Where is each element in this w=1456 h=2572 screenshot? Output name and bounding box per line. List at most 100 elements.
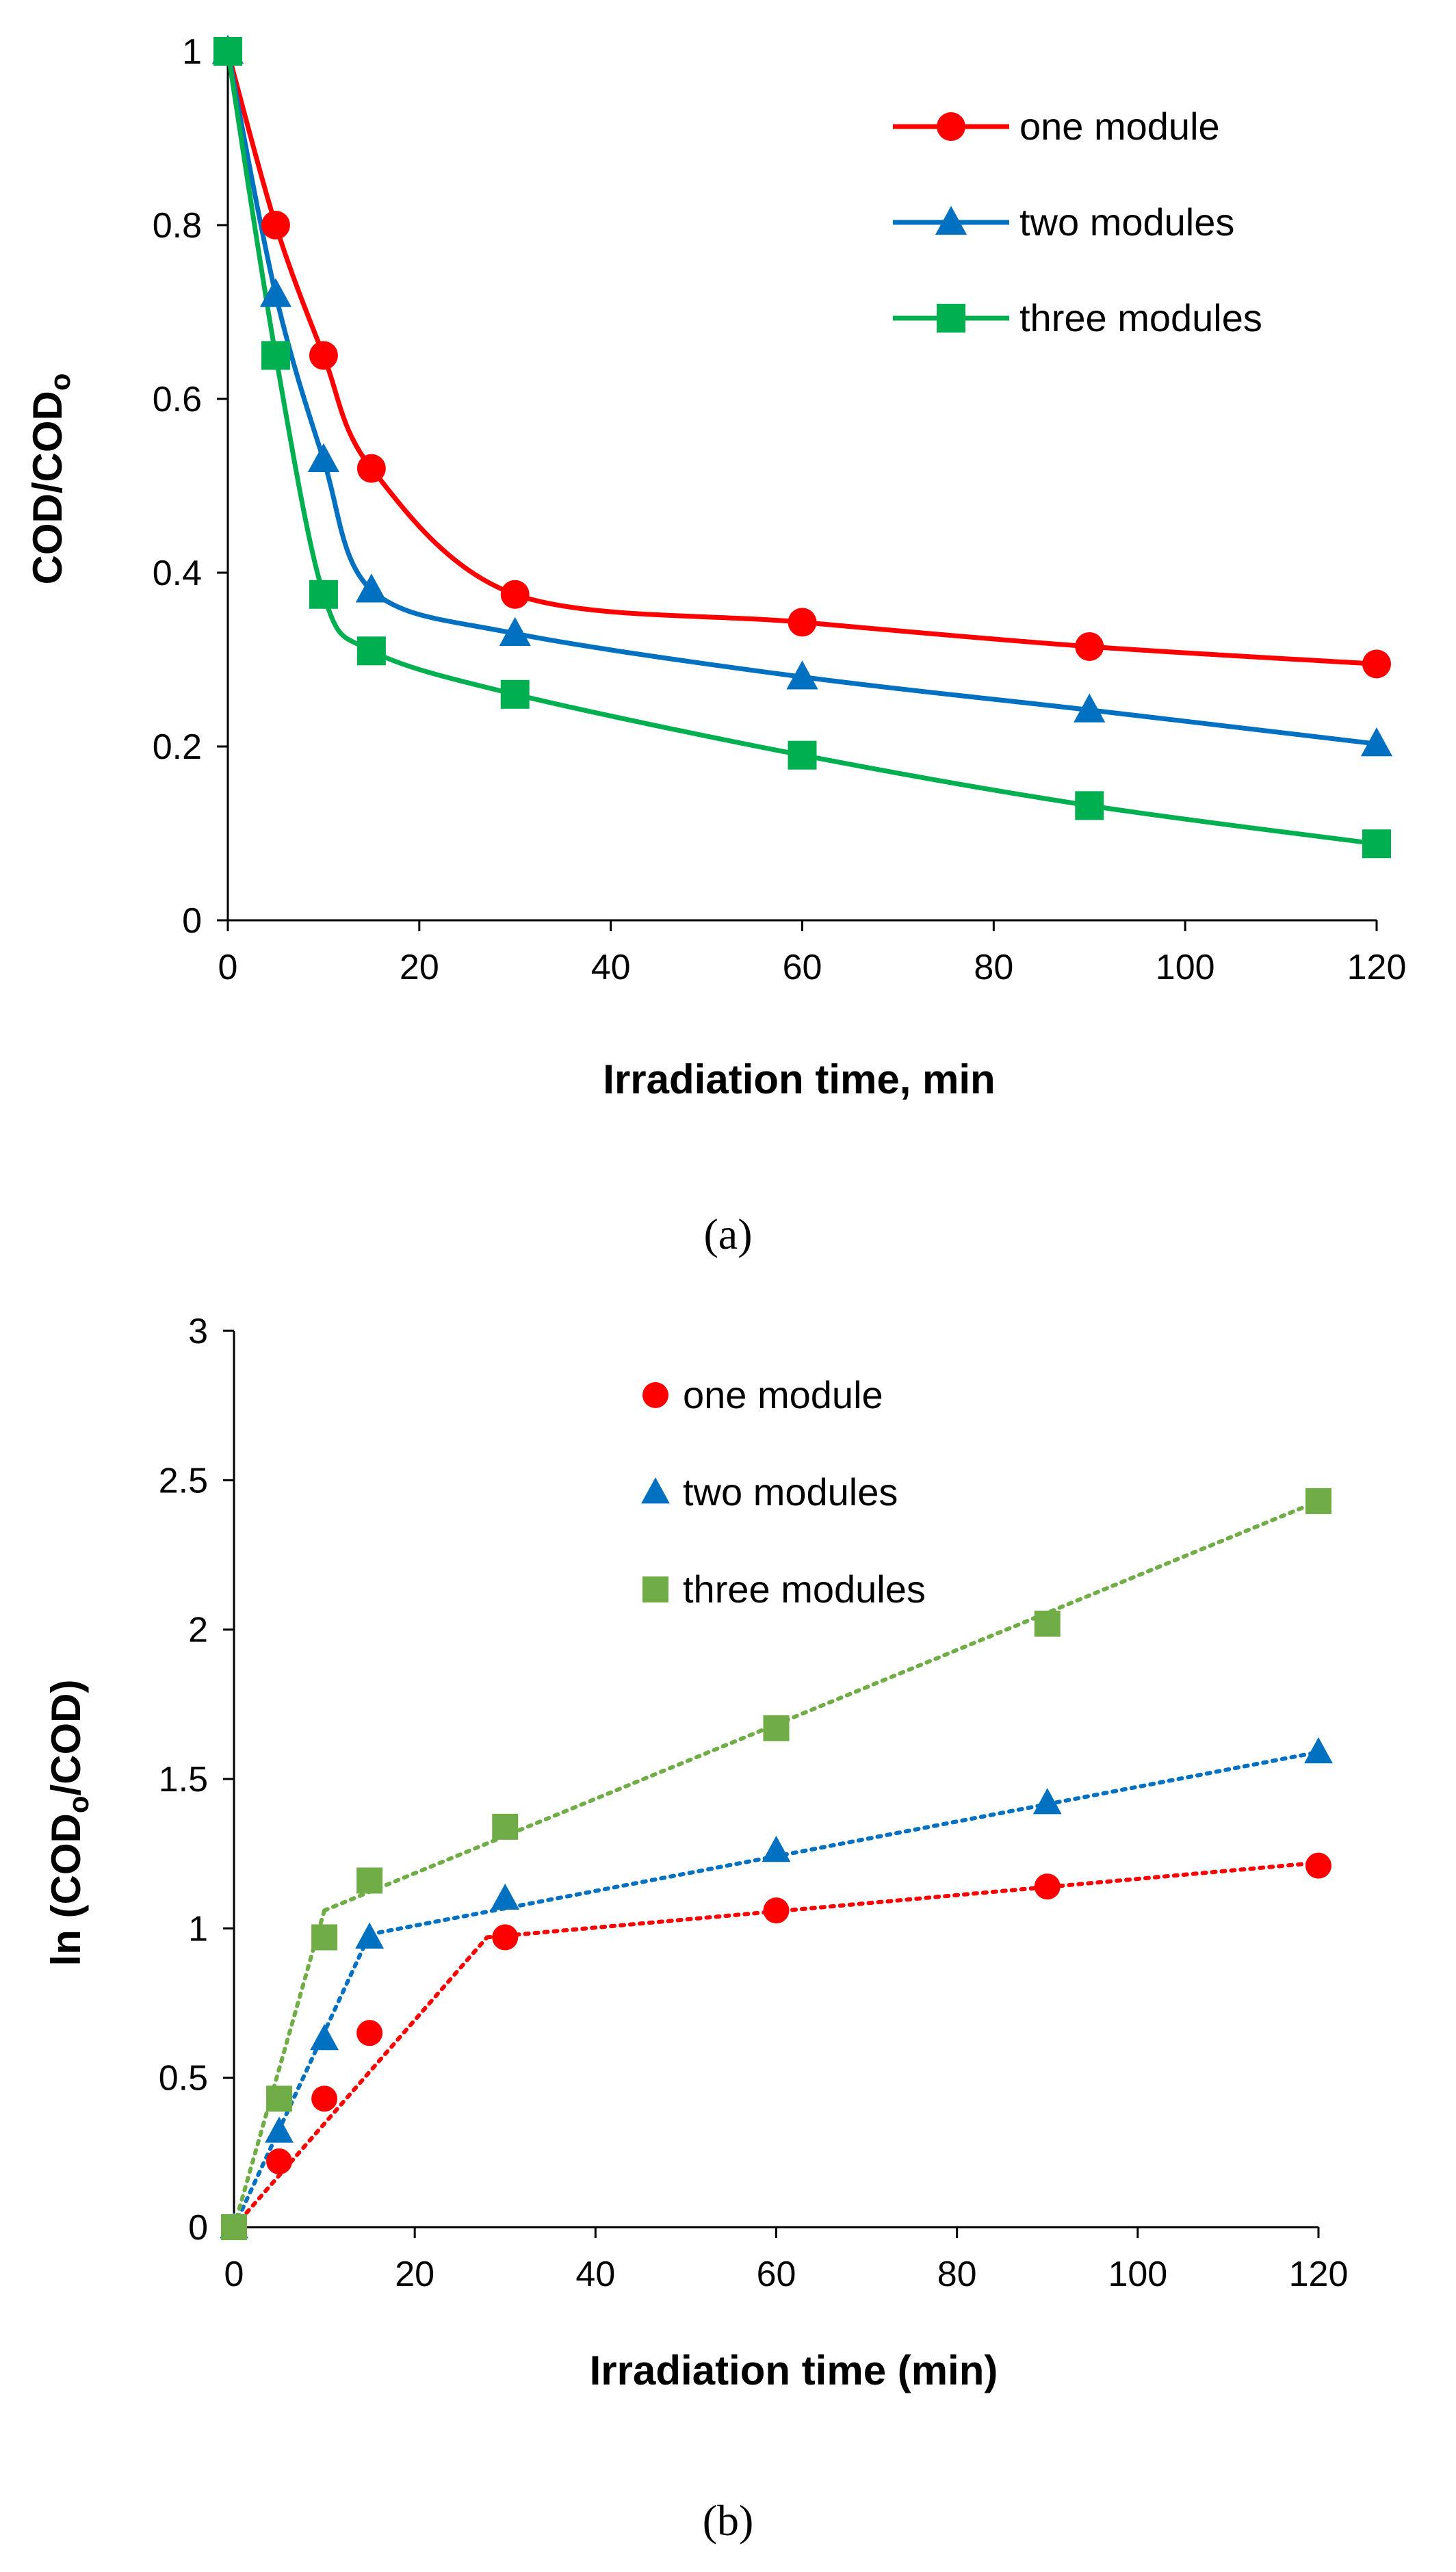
chart-a-point-one-module — [309, 341, 338, 370]
chart-b-fit-line-two-modules — [232, 1932, 372, 2229]
chart-a-y-axis-title: COD/CODo — [25, 374, 76, 585]
chart-a-point-three-modules — [1362, 829, 1391, 859]
chart-b-y-tick-label: 1 — [188, 1909, 208, 1949]
chart-a-point-one-module — [356, 454, 386, 483]
chart-a-point-three-modules — [309, 580, 338, 609]
chart-a-legend-marker — [937, 304, 965, 333]
chart-b-point-three-modules — [763, 1715, 790, 1741]
chart-a-legend-label: three modules — [1019, 296, 1262, 339]
chart-a-x-tick-label: 20 — [400, 948, 439, 987]
chart-b-fit-line-three-modules — [232, 1908, 327, 2229]
chart-a-y-tick-label: 1 — [182, 32, 202, 72]
chart-b-x-tick-label: 60 — [757, 2255, 796, 2294]
chart-a-y-tick-label: 0.2 — [153, 727, 202, 767]
chart-b-y-tick-label: 3 — [188, 1312, 208, 1351]
chart-b-y-tick-label: 1.5 — [159, 1760, 208, 1800]
chart-a-point-two-modules — [259, 278, 292, 307]
chart-a-point-one-module — [1362, 649, 1391, 679]
chart-b-point-two-modules — [265, 2116, 294, 2143]
chart-b-point-two-modules — [1032, 1788, 1062, 1815]
chart-b-point-one-module — [266, 2148, 293, 2174]
chart-a-legend-marker — [935, 205, 967, 235]
chart-a-point-two-modules — [499, 616, 531, 647]
chart-a-x-axis-title: Irradiation time, min — [603, 1056, 995, 1102]
chart-b: 0 0.5 1 1.5 2 2.5 3 0 20 40 60 80 100 120 one module tw… — [159, 1312, 1349, 2294]
chart-a-x-tick-label: 40 — [591, 948, 631, 987]
chart-b-x-tick-label: 100 — [1108, 2255, 1167, 2294]
chart-a-caption: (a) — [703, 1210, 752, 1258]
chart-a-point-two-modules — [355, 573, 387, 603]
chart-a-x-tick-label: 0 — [218, 948, 238, 987]
chart-b-point-one-module — [492, 1924, 519, 1951]
chart-b-point-one-module — [1034, 1873, 1061, 1900]
chart-b-x-tick-label: 80 — [937, 2255, 977, 2294]
chart-b-point-one-module — [763, 1897, 790, 1924]
chart-b-legend-label: two modules — [683, 1470, 898, 1514]
chart-b-y-tick-label: 0.5 — [159, 2059, 208, 2099]
chart-a-point-one-module — [788, 608, 817, 637]
chart-a-legend-marker — [937, 112, 965, 141]
chart-b-x-tick-label: 120 — [1289, 2255, 1349, 2294]
chart-a-x-tick-label: 120 — [1347, 948, 1407, 987]
chart-a-point-three-modules — [788, 740, 817, 770]
chart-a-x-tick-label: 100 — [1156, 948, 1215, 987]
chart-b-y-axis-title: ln (CODo/COD) — [43, 1680, 94, 1966]
chart-a-y-axis-subscript: o — [44, 374, 76, 391]
chart-a-x-tick-label: 80 — [974, 948, 1013, 987]
chart-b-point-three-modules — [356, 1867, 383, 1894]
chart-b-y-tick-label: 2 — [188, 1611, 208, 1650]
chart-b-point-three-modules — [492, 1813, 519, 1840]
chart-a-point-three-modules — [213, 37, 242, 66]
chart-b-x-tick-label: 40 — [575, 2255, 615, 2294]
chart-b-point-three-modules — [266, 2086, 293, 2112]
chart-a-point-one-module — [261, 211, 290, 239]
chart-b-fit-line-one-module — [232, 1935, 489, 2229]
chart-b-x-axis-title: Irradiation time (min) — [590, 2348, 998, 2393]
chart-b-point-two-modules — [355, 1922, 385, 1949]
chart-a-point-one-module — [1075, 632, 1104, 661]
chart-b-point-two-modules — [310, 2024, 339, 2051]
chart-a-y-tick-label: 0.4 — [153, 554, 202, 593]
chart-a-point-two-modules — [1074, 693, 1106, 723]
chart-b-point-three-modules — [311, 1924, 338, 1951]
chart-a-point-two-modules — [1360, 727, 1393, 757]
chart-b-legend-marker — [642, 1576, 668, 1602]
chart-a-point-two-modules — [307, 443, 340, 473]
chart-b-legend-label: three modules — [683, 1568, 926, 1611]
chart-b-point-two-modules — [491, 1883, 520, 1910]
chart-b-legend-marker — [641, 1477, 670, 1504]
chart-b-y-tick-label: 0 — [188, 2208, 208, 2248]
chart-b-y-axis-subscript: o — [62, 1796, 94, 1814]
chart-a-point-three-modules — [356, 636, 386, 666]
chart-b-legend-label: one module — [683, 1373, 883, 1416]
chart-b-point-one-module — [356, 2020, 383, 2047]
chart-b-fit-line-three-modules — [322, 1498, 1321, 1913]
chart-b-point-one-module — [1305, 1852, 1331, 1879]
chart-a: 0 0.2 0.4 0.6 0.8 1 0 20 40 60 80 100 120 one module t… — [153, 32, 1407, 987]
chart-b-fit-line-one-module — [484, 1860, 1321, 1940]
chart-b-point-three-modules — [221, 2214, 247, 2240]
chart-b-point-three-modules — [1034, 1610, 1061, 1637]
chart-b-point-one-module — [311, 2086, 338, 2112]
chart-b-fit-line-two-modules — [367, 1750, 1321, 1937]
chart-b-x-tick-label: 20 — [395, 2255, 434, 2294]
chart-a-series-line-two-modules — [225, 51, 1377, 746]
chart-a-point-three-modules — [1075, 791, 1104, 820]
chart-b-x-tick-label: 0 — [224, 2255, 244, 2294]
chart-a-point-one-module — [500, 580, 530, 609]
chart-b-point-three-modules — [1305, 1488, 1331, 1514]
chart-b-point-two-modules — [1304, 1737, 1333, 1764]
chart-a-y-tick-label: 0 — [182, 901, 202, 941]
chart-a-y-tick-label: 0.8 — [153, 206, 202, 246]
chart-b-caption: (b) — [703, 2496, 754, 2545]
chart-b-legend-marker — [642, 1382, 668, 1408]
chart-a-legend-label: two modules — [1019, 200, 1234, 244]
chart-a-x-tick-label: 60 — [783, 948, 822, 987]
chart-b-y-tick-label: 2.5 — [159, 1461, 208, 1501]
chart-b-point-two-modules — [762, 1835, 791, 1862]
chart-a-point-three-modules — [500, 679, 530, 709]
chart-a-point-two-modules — [786, 660, 818, 690]
chart-a-legend-label: one module — [1019, 105, 1220, 148]
chart-a-y-tick-label: 0.6 — [153, 380, 202, 419]
